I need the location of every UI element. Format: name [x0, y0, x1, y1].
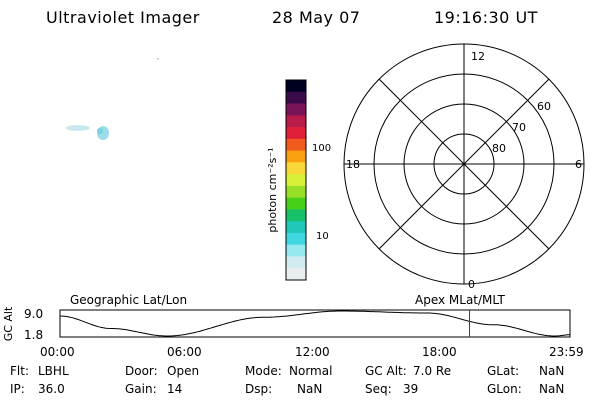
colorbar-band	[286, 185, 306, 199]
info-mode: Mode: Normal	[245, 364, 332, 378]
glon-label: GLon:	[487, 382, 522, 396]
colorbar-band	[286, 197, 306, 210]
polar-diagonal-b	[378, 78, 550, 250]
glat-value: NaN	[539, 364, 565, 378]
timeline-xtick-2359: 23:59	[549, 345, 584, 359]
ip-value: 36.0	[38, 382, 65, 396]
lat-label-70: 70	[512, 121, 526, 134]
ip-label: IP:	[10, 382, 25, 396]
colorbar-label: photon cm⁻²s⁻¹	[266, 147, 279, 232]
gain-value: 14	[167, 382, 183, 396]
seq-value: 39	[403, 382, 419, 396]
door-value: Open	[167, 364, 200, 378]
gcalt-value: 7.0 Re	[413, 364, 452, 378]
info-door: Door: Open	[125, 364, 199, 378]
gcalt-label: GC Alt:	[365, 364, 407, 378]
instrument-title: Ultraviolet Imager	[46, 8, 200, 27]
timeline-left-title: Geographic Lat/Lon	[70, 293, 187, 307]
lat-label-80: 80	[492, 142, 506, 155]
mlt-label-12: 12	[471, 50, 485, 63]
colorbar-band	[286, 138, 306, 152]
timeline-ytick-max: 9.0	[24, 307, 43, 321]
info-flt: Flt: LBHL	[10, 364, 69, 378]
timeline-xtick-1800: 18:00	[422, 345, 457, 359]
info-ip: IP: 36.0	[10, 382, 65, 396]
colorbar-band	[286, 244, 306, 257]
colorbar-band	[286, 268, 306, 281]
colorbar-band	[286, 91, 306, 105]
colorbar	[285, 79, 307, 281]
aurora-image	[66, 58, 159, 140]
time-label: 19:16:30 UT	[434, 8, 538, 27]
info-dsp: Dsp: NaN	[245, 382, 322, 396]
colorbar-band	[286, 80, 306, 93]
info-gain: Gain: 14	[125, 382, 182, 396]
dsp-label: Dsp:	[245, 382, 273, 396]
gain-label: Gain:	[125, 382, 157, 396]
timeline-xtick-1200: 12:00	[295, 345, 330, 359]
timeline-ytick-min: 1.8	[24, 328, 43, 342]
flt-label: Flt:	[10, 364, 29, 378]
mlt-label-0: 0	[468, 278, 475, 291]
info-seq: Seq: 39	[365, 382, 418, 396]
colorbar-band	[286, 221, 306, 234]
colorbar-band	[286, 256, 306, 269]
colorbar-band	[286, 115, 306, 128]
glat-label: GLat:	[487, 364, 520, 378]
altitude-curve	[59, 310, 570, 337]
colorbar-band	[286, 209, 306, 222]
colorbar-band	[286, 127, 306, 140]
timeline-xtick-0000: 00:00	[40, 345, 75, 359]
timeline-right-title: Apex MLat/MLT	[415, 293, 505, 307]
colorbar-band	[286, 174, 306, 187]
date-label: 28 May 07	[272, 8, 361, 27]
mode-label: Mode:	[245, 364, 282, 378]
colorbar-tick-10: 10	[316, 231, 329, 242]
colorbar-band	[286, 162, 306, 175]
timeline-xtick-0600: 06:00	[167, 345, 202, 359]
mlt-label-6: 6	[575, 158, 582, 171]
flt-value: LBHL	[38, 364, 69, 378]
timeline-panel	[59, 309, 571, 338]
polar-plot	[343, 43, 585, 285]
mlt-label-18: 18	[346, 158, 360, 171]
mode-value: Normal	[289, 364, 333, 378]
timeline-frame	[59, 309, 571, 338]
info-gcalt: GC Alt: 7.0 Re	[365, 364, 451, 378]
lat-label-60: 60	[537, 100, 551, 113]
colorbar-band	[286, 150, 306, 163]
colorbar-band	[286, 103, 306, 116]
info-glat: GLat: NaN	[487, 364, 564, 378]
door-label: Door:	[125, 364, 158, 378]
colorbar-tick-100: 100	[312, 143, 331, 154]
seq-label: Seq:	[365, 382, 392, 396]
colorbar-band	[286, 232, 306, 246]
glon-value: NaN	[539, 382, 565, 396]
info-glon: GLon: NaN	[487, 382, 564, 396]
timeline-ylabel: GC Alt	[2, 306, 15, 341]
dsp-value: NaN	[297, 382, 323, 396]
